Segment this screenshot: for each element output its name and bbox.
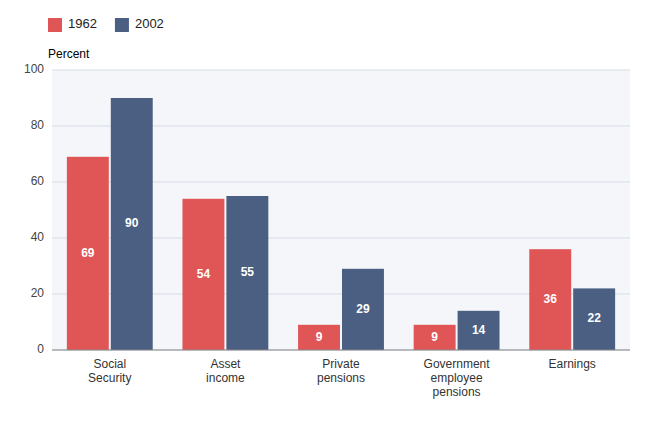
data-label: 29 xyxy=(356,302,370,316)
x-tick-label-line: Asset xyxy=(210,357,241,371)
x-tick-label: Assetincome xyxy=(206,357,245,385)
legend-item: 2002 xyxy=(115,16,164,32)
plot-background xyxy=(52,70,630,350)
bar xyxy=(573,288,615,350)
grid-line xyxy=(52,70,630,71)
bar xyxy=(342,269,384,350)
bar xyxy=(529,249,571,350)
data-labels: 69 54 9 9 36 90 55 29 14 22 xyxy=(81,216,601,343)
legend-item: 1962 xyxy=(48,16,97,32)
x-tick-label-line: Government xyxy=(424,357,491,371)
legend-swatch xyxy=(115,18,129,32)
x-tick-label-line: Private xyxy=(322,357,360,371)
y-axis-label: Percent xyxy=(48,47,90,61)
legend-swatch xyxy=(48,18,62,32)
x-tick-label-line: employee xyxy=(431,371,483,385)
x-tick-label: Privatepensions xyxy=(317,357,365,385)
bar xyxy=(182,199,224,350)
data-label: 90 xyxy=(125,216,139,230)
legend: 1962 2002 xyxy=(48,16,164,32)
x-tick-label: Governmentemployeepensions xyxy=(424,357,491,399)
data-label: 69 xyxy=(81,246,95,260)
legend-label: 2002 xyxy=(135,16,164,31)
y-tick-label: 20 xyxy=(31,286,45,300)
grid-line xyxy=(52,350,630,351)
y-tick-label: 40 xyxy=(31,230,45,244)
data-label: 9 xyxy=(316,330,323,344)
x-tick-label-line: pensions xyxy=(317,371,365,385)
data-label: 22 xyxy=(587,311,601,325)
chart-container: 0 20 40 60 80 100 69 54 9 9 36 90 55 29 14 22 SocialSecu… xyxy=(0,0,650,428)
y-tick-label: 0 xyxy=(37,342,44,356)
bar xyxy=(458,311,500,350)
bar xyxy=(414,325,456,350)
x-tick-label-line: Social xyxy=(93,357,126,371)
data-label: 55 xyxy=(241,265,255,279)
x-tick-label: Earnings xyxy=(549,357,596,371)
bars xyxy=(67,98,615,350)
x-tick-label-line: pensions xyxy=(433,385,481,399)
y-tick-label: 100 xyxy=(24,62,44,76)
x-tick-label-line: income xyxy=(206,371,245,385)
legend-label: 1962 xyxy=(68,16,97,31)
bar xyxy=(226,196,268,350)
bar xyxy=(111,98,153,350)
x-axis: SocialSecurityAssetincomePrivatepensions… xyxy=(88,357,596,399)
data-label: 36 xyxy=(544,292,558,306)
x-tick-label-line: Security xyxy=(88,371,131,385)
bar xyxy=(67,157,109,350)
x-tick-label: SocialSecurity xyxy=(88,357,131,385)
y-tick-label: 60 xyxy=(31,174,45,188)
y-tick-label: 80 xyxy=(31,118,45,132)
bar xyxy=(298,325,340,350)
data-label: 14 xyxy=(472,323,486,337)
chart-svg: 0 20 40 60 80 100 69 54 9 9 36 90 55 29 14 22 SocialSecu… xyxy=(0,0,650,428)
x-tick-label-line: Earnings xyxy=(549,357,596,371)
x-axis-line xyxy=(52,350,630,351)
y-axis: 0 20 40 60 80 100 xyxy=(24,62,630,356)
data-label: 54 xyxy=(197,267,211,281)
data-label: 9 xyxy=(431,330,438,344)
